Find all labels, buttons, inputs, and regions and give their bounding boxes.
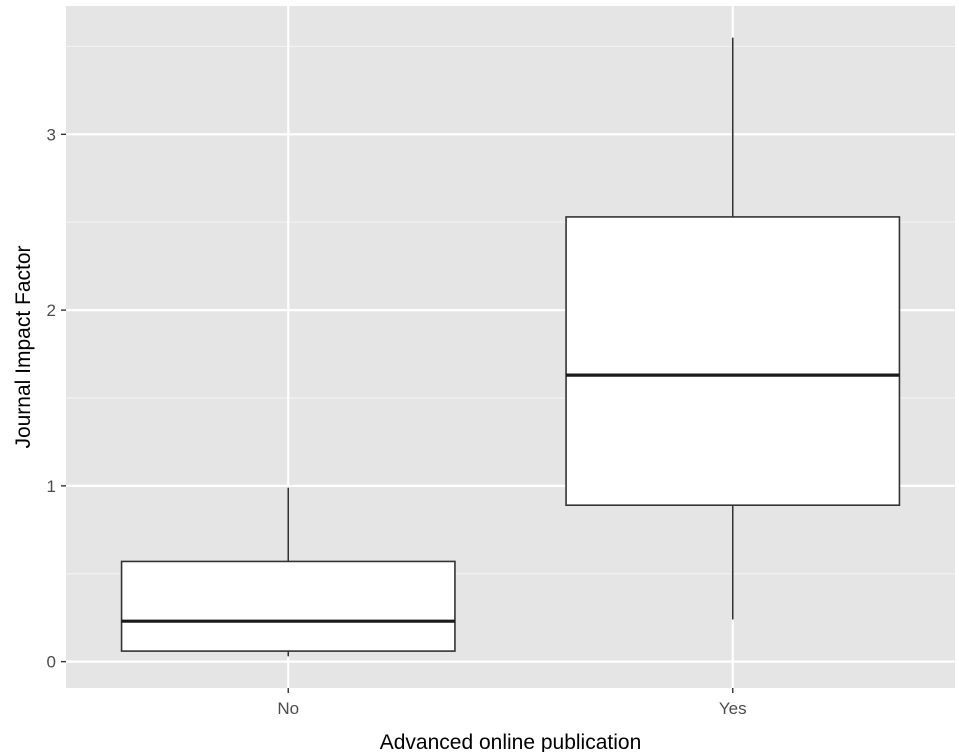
x-axis-title: Advanced online publication	[380, 731, 642, 752]
x-tick-label: No	[277, 699, 299, 718]
y-tick-label: 0	[47, 653, 56, 672]
y-tick-label: 3	[47, 125, 56, 144]
y-axis-title: Journal Impact Factor	[12, 245, 35, 448]
box-yes	[565, 37, 901, 620]
x-tick-label: Yes	[719, 699, 747, 718]
iqr-box	[120, 560, 456, 652]
y-tick-label: 1	[47, 477, 56, 496]
iqr-box	[565, 216, 901, 506]
y-tick-label: 2	[47, 301, 56, 320]
box-no	[120, 487, 456, 657]
box-layer	[120, 37, 901, 657]
axis-layer: 0 1 2 3 No Yes	[47, 125, 747, 718]
